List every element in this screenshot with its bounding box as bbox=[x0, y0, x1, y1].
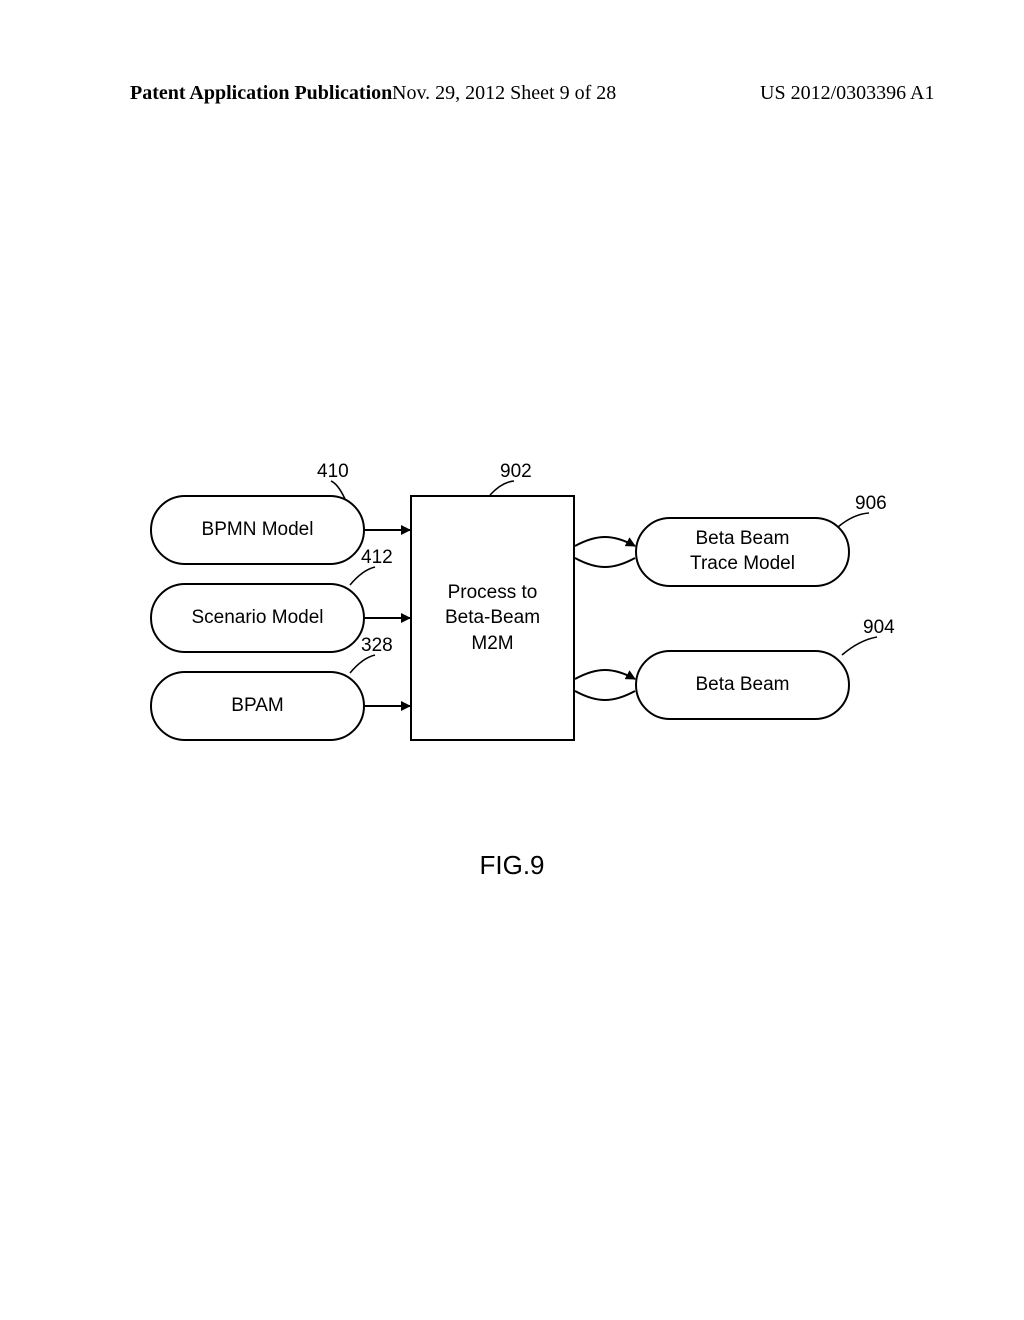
page-root: Patent Application Publication Nov. 29, … bbox=[0, 0, 1024, 1320]
header-right-text: US 2012/0303396 A1 bbox=[760, 82, 934, 105]
page-header: Patent Application Publication Nov. 29, … bbox=[0, 82, 1024, 112]
node-scenario: Scenario Model bbox=[150, 583, 365, 653]
figure-caption: FIG.9 bbox=[0, 850, 1024, 881]
node-beam: Beta Beam bbox=[635, 650, 850, 720]
header-center-text: Nov. 29, 2012 Sheet 9 of 28 bbox=[392, 82, 616, 105]
ref-label-904: 904 bbox=[863, 617, 895, 639]
ref-label-328: 328 bbox=[361, 635, 393, 657]
ref-label-906: 906 bbox=[855, 493, 887, 515]
node-bpmn: BPMN Model bbox=[150, 495, 365, 565]
node-trace: Beta BeamTrace Model bbox=[635, 517, 850, 587]
node-m2m: Process toBeta-BeamM2M bbox=[410, 495, 575, 741]
node-bpam: BPAM bbox=[150, 671, 365, 741]
header-left-text: Patent Application Publication bbox=[130, 82, 392, 105]
ref-label-412: 412 bbox=[361, 547, 393, 569]
figure-diagram: BPMN Model Scenario Model BPAM Process toBe… bbox=[150, 475, 900, 775]
ref-label-902: 902 bbox=[500, 461, 532, 483]
ref-label-410: 410 bbox=[317, 461, 349, 483]
